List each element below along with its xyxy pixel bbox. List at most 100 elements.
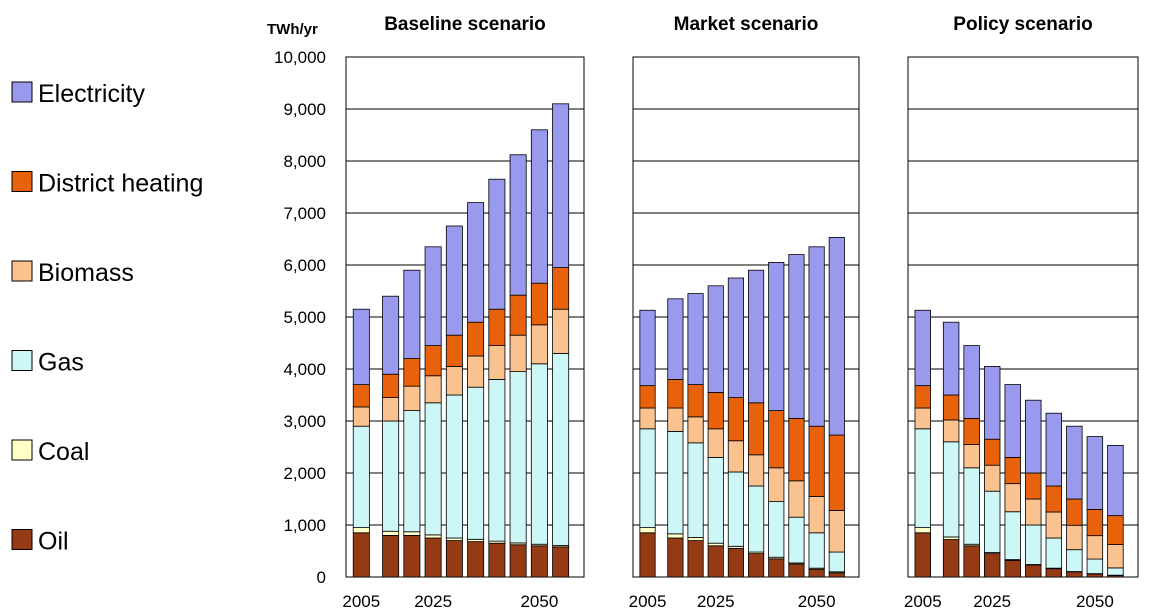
bar-segment-gas-2015 <box>382 420 400 532</box>
bar-segment-biomass-2015 <box>382 397 400 422</box>
bar-segment-gas-2005 <box>352 425 370 529</box>
bar-segment-electricity-2005 <box>639 309 656 387</box>
x-tick-label: 2050 <box>1076 592 1114 611</box>
panel-title: Market scenario <box>674 14 819 35</box>
bar-segment-district-heating-2020 <box>403 358 421 387</box>
bar-segment-coal-2005 <box>639 527 656 534</box>
bar-segment-oil-2030 <box>445 540 463 578</box>
bar-segment-oil-2035 <box>1025 564 1042 578</box>
bar-segment-biomass-2005 <box>352 406 370 427</box>
bar-segment-oil-2020 <box>687 540 704 578</box>
y-tick-label: 6,000 <box>283 256 326 275</box>
bar-segment-gas-2025 <box>983 490 1001 553</box>
bar-segment-electricity-2030 <box>445 225 463 336</box>
bar-segment-gas-2055 <box>1107 567 1124 576</box>
bar-segment-oil-2020 <box>403 535 421 578</box>
legend-label-oil: Oil <box>38 528 69 556</box>
bar-segment-oil-2045 <box>1066 571 1083 578</box>
bar-segment-biomass-2030 <box>727 440 744 473</box>
y-tick-label: 1,000 <box>283 516 326 535</box>
bar-segment-district-heating-2040 <box>768 410 785 469</box>
bar-segment-biomass-2055 <box>828 510 845 553</box>
bar-segment-district-heating-2045 <box>1066 498 1083 526</box>
bar-segment-oil-2040 <box>488 542 506 578</box>
bar-segment-gas-2035 <box>748 485 765 553</box>
bar-segment-district-heating-2050 <box>530 282 548 326</box>
bar-segment-gas-2005 <box>639 428 656 528</box>
bar-segment-electricity-2015 <box>942 321 960 396</box>
bar-segment-gas-2020 <box>963 467 980 545</box>
bar-segment-electricity-2035 <box>467 202 485 323</box>
bar-segment-biomass-2040 <box>1045 511 1063 539</box>
bar-segment-biomass-2025 <box>707 428 724 458</box>
bar-segment-district-heating-2040 <box>1045 485 1063 513</box>
bar-segment-gas-2045 <box>788 516 805 564</box>
bar-segment-biomass-2035 <box>1025 498 1042 526</box>
bar-segment-coal-2015 <box>667 533 684 539</box>
bar-segment-oil-2040 <box>768 558 785 578</box>
bar-segment-district-heating-2050 <box>1086 508 1104 537</box>
bar-segment-electricity-2015 <box>667 298 684 380</box>
legend-swatch-electricity <box>11 81 33 103</box>
y-tick-label: 0 <box>317 568 326 587</box>
bar-segment-oil-2045 <box>788 563 805 578</box>
bar-segment-biomass-2035 <box>748 454 765 487</box>
y-axis-unit-label: TWh/yr <box>267 21 318 38</box>
bar-segment-district-heating-2055 <box>1107 515 1124 545</box>
legend-label-biomass: Biomass <box>38 259 134 287</box>
y-tick-label: 3,000 <box>283 412 326 431</box>
bar-segment-biomass-2015 <box>942 419 960 443</box>
bar-segment-district-heating-2005 <box>352 384 370 408</box>
bar-segment-electricity-2035 <box>748 269 765 404</box>
bar-segment-oil-2020 <box>963 545 980 578</box>
bar-segment-coal-2005 <box>352 527 370 534</box>
bar-segment-coal-2025 <box>424 534 442 539</box>
bar-segment-biomass-2030 <box>445 365 463 396</box>
bar-segment-biomass-2020 <box>403 385 421 412</box>
bar-segment-district-heating-2025 <box>707 391 724 430</box>
y-tick-label: 5,000 <box>283 308 326 327</box>
bar-segment-district-heating-2030 <box>1004 456 1021 485</box>
x-tick-label: 2025 <box>697 592 735 611</box>
bar-segment-district-heating-2055 <box>828 434 845 511</box>
y-tick-label: 7,000 <box>283 204 326 223</box>
bar-segment-gas-2030 <box>1004 511 1021 560</box>
legend-label-electricity: Electricity <box>38 80 145 108</box>
x-tick-label: 2025 <box>414 592 452 611</box>
bar-segment-biomass-2005 <box>914 407 931 430</box>
x-tick-label: 2005 <box>629 592 667 611</box>
bar-segment-biomass-2025 <box>983 464 1001 492</box>
bar-segment-oil-2005 <box>352 532 370 578</box>
bar-segment-electricity-2040 <box>488 178 506 310</box>
bar-segment-electricity-2030 <box>1004 384 1021 458</box>
bar-segment-biomass-2015 <box>667 407 684 432</box>
bar-segment-gas-2020 <box>403 410 421 533</box>
bar-segment-gas-2055 <box>552 352 570 546</box>
bar-segment-oil-2025 <box>707 545 724 578</box>
bar-segment-electricity-2040 <box>768 261 785 411</box>
bar-segment-district-heating-2025 <box>424 345 442 377</box>
bar-segment-oil-2035 <box>748 553 765 578</box>
bar-segment-gas-2020 <box>687 442 704 538</box>
x-tick-label: 2005 <box>904 592 942 611</box>
bar-segment-electricity-2020 <box>963 345 980 419</box>
bar-segment-gas-2005 <box>914 428 931 528</box>
y-tick-label: 4,000 <box>283 360 326 379</box>
bar-segment-gas-2025 <box>424 402 442 536</box>
bar-segment-electricity-2025 <box>707 285 724 393</box>
bar-segment-district-heating-2005 <box>914 385 931 409</box>
panel-market-scenario: Market scenario 2005 2025 2050 <box>629 14 860 611</box>
bar-segment-oil-2045 <box>509 544 527 578</box>
bar-segment-coal-2005 <box>914 527 931 534</box>
bar-segment-electricity-2055 <box>1107 445 1124 517</box>
bar-segment-electricity-2005 <box>352 308 370 386</box>
bar-segment-district-heating-2020 <box>687 384 704 418</box>
bar-segment-district-heating-2020 <box>963 417 980 445</box>
bar-segment-oil-2055 <box>828 572 845 578</box>
bar-segment-district-heating-2035 <box>1025 472 1042 500</box>
bar-segment-district-heating-2015 <box>667 378 684 409</box>
bar-segment-gas-2035 <box>467 386 485 540</box>
bar-segment-district-heating-2015 <box>942 394 960 421</box>
